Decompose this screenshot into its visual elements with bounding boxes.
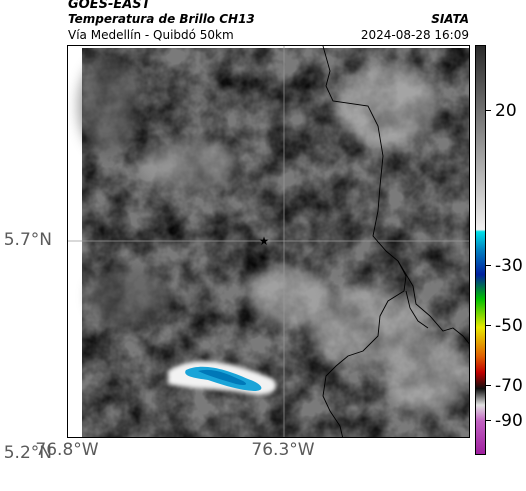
colorbar-label-minus30: -30 [495,256,523,276]
bright-patches [78,56,468,416]
lat-label-5-7: 5.7°N [3,230,52,250]
map-canvas: ★ [68,46,469,437]
datetime-label: 2024-08-28 16:09 [360,28,469,42]
boundary-line [322,46,407,437]
boundary-line-3 [405,290,429,329]
product-title: Temperatura de Brillo CH13 [68,12,255,26]
colorbar-tick [486,265,491,266]
colorbar-label-minus90: -90 [495,411,523,431]
colorbar-tick [486,110,491,111]
colorbar-tick [486,325,491,326]
lon-label-76-8: 76.8°W [35,440,99,460]
satellite-map[interactable]: ★ [67,45,470,438]
star-icon: ★ [259,234,270,248]
colorbar-tick [486,385,491,386]
source-label: SIATA [431,12,469,26]
colorbar [475,45,486,455]
colorbar-label-20: 20 [495,101,517,121]
lat-label-5-2: 5.2°N [3,443,52,463]
colorbar-gradient [476,46,485,454]
area-subtitle: Vía Medellín - Quibdó 50km [68,28,234,42]
colorbar-label-minus70: -70 [495,376,523,396]
colorbar-tick [486,420,491,421]
satellite-title: GOES-EAST [68,0,151,12]
colorbar-label-minus50: -50 [495,316,523,336]
lon-label-76-3: 76.3°W [251,440,315,460]
boundary-line-2 [397,260,469,345]
